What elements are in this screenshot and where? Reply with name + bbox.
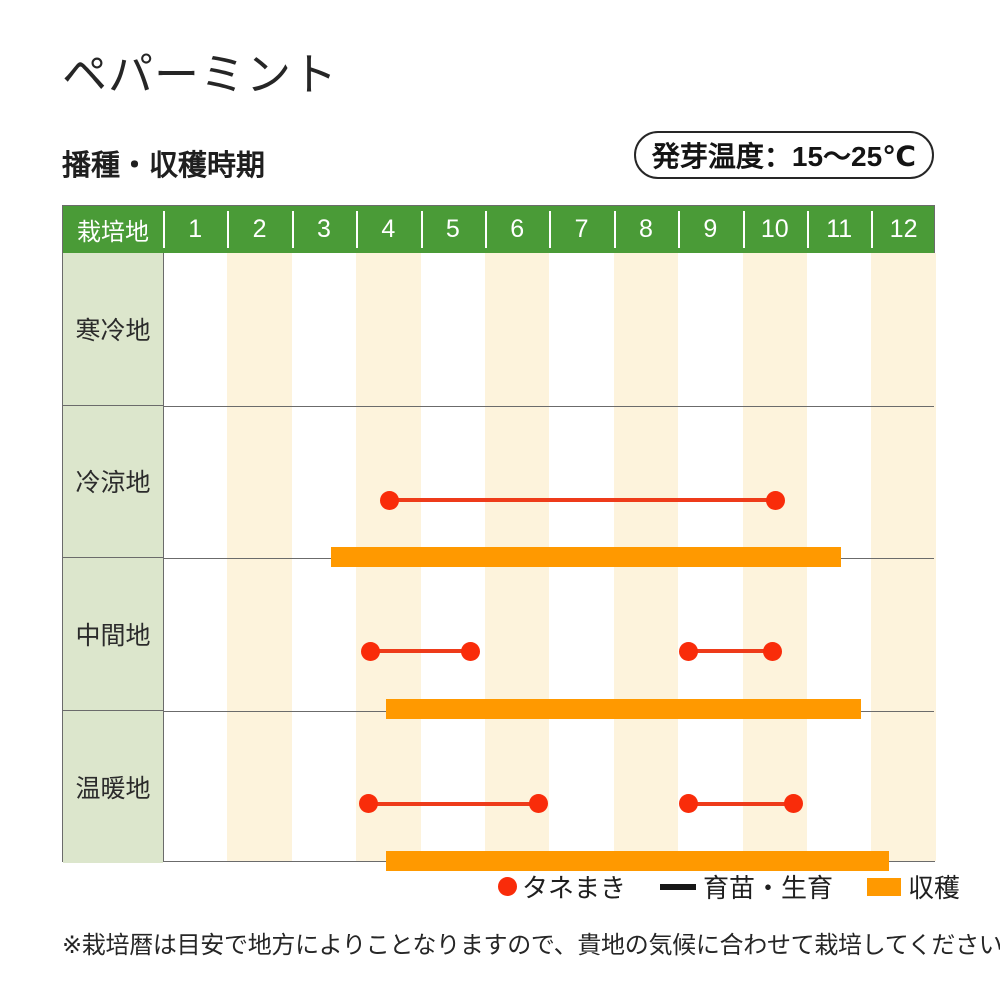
header-month-12: 12 xyxy=(889,215,918,243)
header-month-3: 3 xyxy=(317,215,331,243)
month-tint-12 xyxy=(871,253,936,861)
germination-temperature-badge: 発芽温度：15〜25℃ xyxy=(634,131,934,179)
sowing-line-ondanchi-2 xyxy=(689,801,794,806)
growing-line-icon xyxy=(660,883,697,890)
header-month-1: 1 xyxy=(188,215,203,243)
header-month-11: 11 xyxy=(826,215,853,243)
sowing-dot-reiryouchi-end xyxy=(766,490,785,510)
section-subtitle: 播種・収穫時期 xyxy=(62,150,266,182)
sowing-dot-chukanchi-1-end xyxy=(461,641,480,661)
row-label-chukanchi: 中間地 xyxy=(63,558,163,711)
sowing-dot-icon xyxy=(498,877,517,896)
calendar-body: 寒冷地 冷涼地 中間地 温暖地 xyxy=(63,253,936,871)
harvest-bar-reiryouchi xyxy=(331,547,841,567)
sowing-dot-chukanchi-2-start xyxy=(679,641,698,661)
sowing-dot-ondanchi-1-start xyxy=(359,794,378,813)
header-month-7: 7 xyxy=(574,215,589,243)
legend-label-harvest: 収穫 xyxy=(908,873,961,903)
legend-label-sowing: タネまき xyxy=(522,873,627,903)
header-month-2: 2 xyxy=(252,215,267,243)
legend-item-harvest: 収穫 xyxy=(867,868,960,905)
sowing-line-chukanchi-1 xyxy=(371,649,471,653)
legend: タネまき 育苗・生育 収穫 xyxy=(498,868,960,905)
row-divider-1 xyxy=(163,405,934,407)
legend-item-growing: 育苗・生育 xyxy=(660,868,833,905)
header-region-label: 栽培地 xyxy=(77,219,149,246)
sowing-dot-ondanchi-2-start xyxy=(679,794,698,813)
harvest-bar-chukanchi xyxy=(386,699,861,719)
row-label-reiryouchi: 冷涼地 xyxy=(63,405,163,558)
header-month-5: 5 xyxy=(445,215,460,243)
legend-item-sowing: タネまき xyxy=(498,868,626,905)
page-title: ペパーミント xyxy=(62,49,339,100)
sowing-dot-reiryouchi-start xyxy=(380,490,399,510)
label-column-divider xyxy=(163,253,164,861)
sowing-line-chukanchi-2 xyxy=(689,649,773,653)
sowing-dot-chukanchi-2-end xyxy=(763,641,782,661)
sowing-line-reiryouchi-1 xyxy=(390,498,776,502)
legend-label-growing: 育苗・生育 xyxy=(703,873,834,903)
sowing-dot-ondanchi-1-end xyxy=(529,794,548,813)
header-month-4: 4 xyxy=(381,215,396,243)
month-tint-2 xyxy=(227,253,292,861)
footnote: ※栽培暦は目安で地方によりことなりますので、貴地の気候に合わせて栽培してください… xyxy=(62,932,1000,959)
sowing-dot-ondanchi-2-end xyxy=(784,794,803,813)
header-month-6: 6 xyxy=(510,215,525,243)
row-label-kanreichi: 寒冷地 xyxy=(63,253,163,406)
row-label-ondanchi: 温暖地 xyxy=(63,710,163,863)
cultivation-calendar-table: 栽培地 1 2 3 4 5 6 7 8 9 10 11 12 xyxy=(62,205,936,871)
header-month-9: 9 xyxy=(703,215,718,243)
sowing-line-ondanchi-1 xyxy=(369,801,539,806)
calendar-header-row: 栽培地 1 2 3 4 5 6 7 8 9 10 11 12 xyxy=(63,206,934,253)
harvest-bar-icon xyxy=(867,877,902,896)
header-month-10: 10 xyxy=(760,215,789,243)
sowing-dot-chukanchi-1-start xyxy=(361,641,380,661)
harvest-bar-ondanchi xyxy=(386,851,889,871)
header-month-8: 8 xyxy=(639,215,653,243)
